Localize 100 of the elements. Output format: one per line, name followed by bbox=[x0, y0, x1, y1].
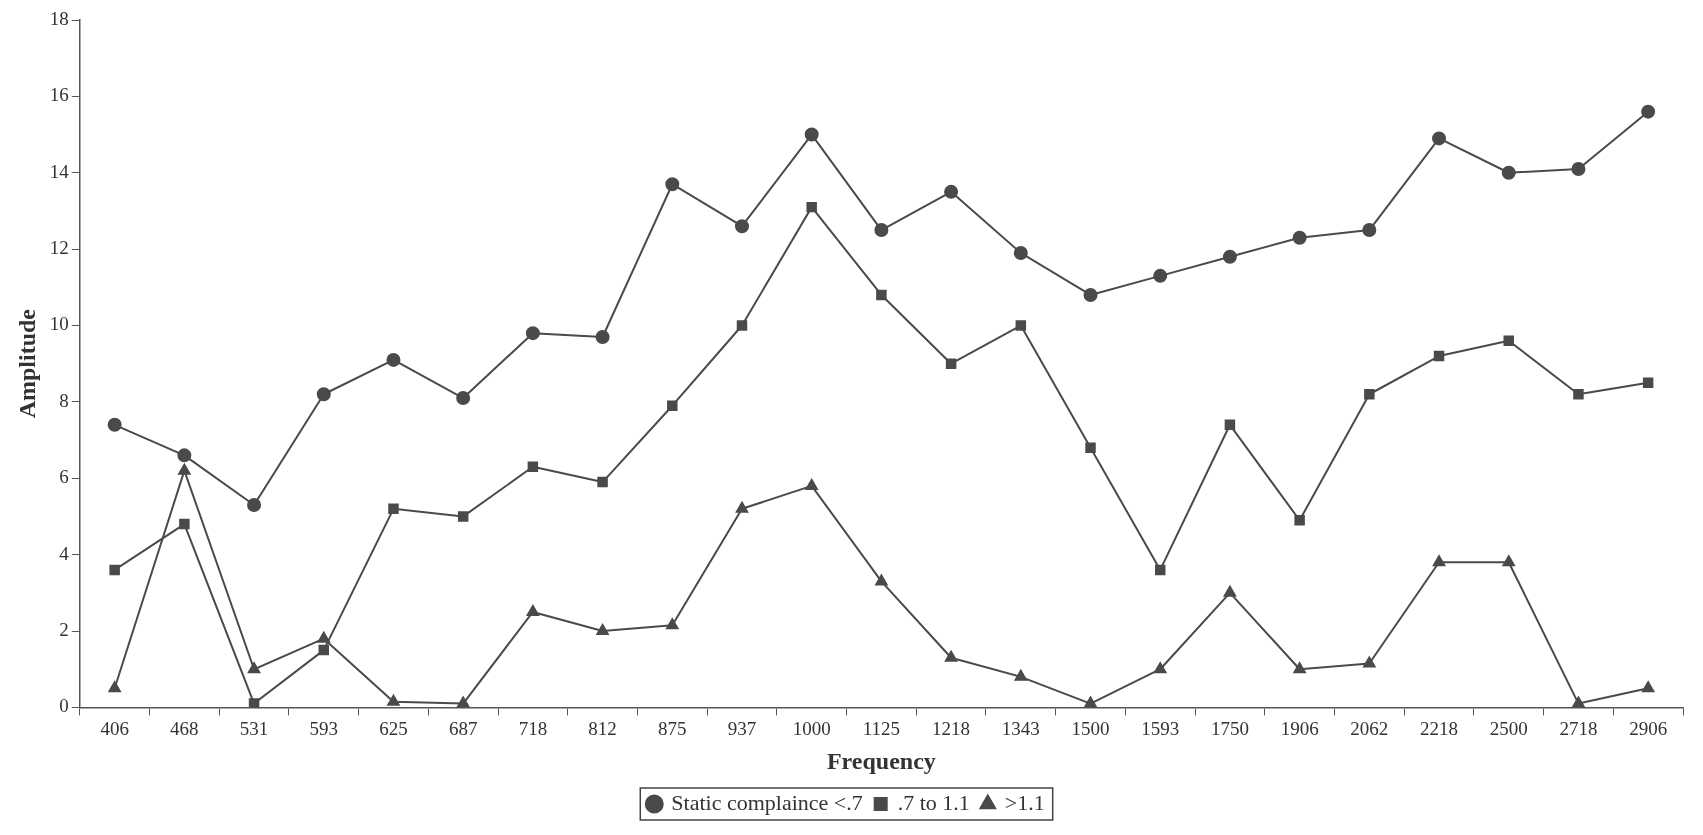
x-tick-label: 1343 bbox=[1001, 717, 1040, 739]
x-tick-label: 593 bbox=[309, 717, 339, 739]
point bbox=[1433, 350, 1445, 362]
x-tick-label: 2062 bbox=[1350, 717, 1389, 739]
point bbox=[665, 177, 680, 192]
point bbox=[1153, 268, 1168, 283]
point bbox=[875, 574, 888, 586]
point bbox=[1432, 131, 1447, 146]
point bbox=[1154, 564, 1166, 576]
point bbox=[1362, 223, 1377, 238]
point bbox=[667, 400, 678, 411]
point bbox=[735, 501, 749, 513]
point bbox=[1641, 681, 1655, 693]
point bbox=[107, 417, 122, 432]
y-tick-label: 2 bbox=[59, 619, 69, 641]
point bbox=[876, 289, 887, 301]
point bbox=[1363, 656, 1376, 668]
point bbox=[1502, 555, 1515, 567]
x-tick-label: 1593 bbox=[1141, 717, 1180, 739]
point bbox=[1641, 104, 1656, 119]
x-tick-label: 937 bbox=[727, 717, 757, 739]
point bbox=[1501, 165, 1516, 180]
point bbox=[1292, 230, 1307, 245]
point bbox=[1224, 419, 1236, 431]
point bbox=[527, 461, 539, 473]
x-tick-label: 1125 bbox=[862, 717, 901, 739]
point bbox=[387, 694, 400, 706]
x-tick-label: 625 bbox=[379, 717, 408, 739]
point bbox=[386, 352, 401, 367]
point bbox=[108, 681, 121, 693]
x-tick-label: 2718 bbox=[1559, 717, 1598, 739]
point bbox=[1085, 442, 1096, 453]
point bbox=[1154, 662, 1167, 674]
y-tick-label: 0 bbox=[59, 695, 69, 717]
point bbox=[178, 463, 191, 475]
x-tick-label: 1218 bbox=[932, 717, 971, 739]
point bbox=[874, 223, 889, 238]
point bbox=[1642, 377, 1654, 389]
x-tick-label: 718 bbox=[518, 717, 548, 739]
y-tick-label: 8 bbox=[59, 389, 69, 411]
point bbox=[1572, 696, 1585, 708]
point bbox=[456, 696, 470, 708]
point bbox=[457, 511, 469, 522]
point bbox=[805, 478, 818, 490]
point bbox=[1013, 245, 1028, 260]
point bbox=[1294, 515, 1305, 526]
point bbox=[945, 358, 957, 369]
point bbox=[316, 387, 331, 402]
x-tick-label: 687 bbox=[448, 717, 478, 739]
point bbox=[1014, 669, 1028, 681]
point bbox=[595, 329, 610, 344]
point bbox=[109, 564, 120, 576]
x-tick-label: 1500 bbox=[1071, 717, 1110, 739]
legend-label: >1.1 bbox=[1004, 789, 1045, 815]
point bbox=[806, 201, 817, 213]
point bbox=[318, 644, 330, 656]
y-tick-label: 4 bbox=[59, 542, 70, 564]
point bbox=[1571, 161, 1586, 176]
x-tick-label: 1000 bbox=[792, 717, 831, 739]
y-tick-label: 6 bbox=[59, 466, 69, 488]
y-axis-title: Amplitude bbox=[13, 308, 40, 419]
x-tick-label: 406 bbox=[100, 717, 129, 739]
point bbox=[1573, 389, 1584, 400]
point bbox=[526, 604, 540, 616]
point bbox=[736, 320, 748, 331]
y-tick-label: 10 bbox=[49, 313, 69, 335]
point bbox=[666, 618, 679, 630]
point bbox=[1503, 335, 1514, 347]
point bbox=[179, 518, 190, 530]
point bbox=[804, 127, 819, 142]
y-tick-label: 12 bbox=[49, 237, 69, 259]
legend-label: .7 to 1.1 bbox=[897, 789, 970, 815]
point bbox=[597, 476, 608, 488]
y-tick-label: 18 bbox=[49, 7, 69, 29]
x-tick-label: 2500 bbox=[1489, 717, 1528, 739]
x-tick-label: 875 bbox=[658, 717, 687, 739]
point bbox=[596, 624, 609, 636]
x-tick-label: 2906 bbox=[1629, 717, 1668, 739]
point bbox=[1084, 696, 1097, 708]
point bbox=[317, 631, 330, 643]
point bbox=[525, 326, 540, 341]
point bbox=[944, 184, 959, 199]
point bbox=[247, 498, 262, 512]
x-tick-label: 1906 bbox=[1280, 717, 1319, 739]
point bbox=[1364, 389, 1375, 400]
point bbox=[734, 219, 749, 234]
point bbox=[177, 448, 192, 463]
x-tick-label: 531 bbox=[239, 717, 269, 739]
point bbox=[248, 698, 260, 708]
x-axis-title: Frequency bbox=[826, 747, 936, 774]
x-tick-label: 1750 bbox=[1210, 717, 1249, 739]
point bbox=[1432, 555, 1446, 567]
y-tick-label: 14 bbox=[49, 160, 70, 182]
point bbox=[1222, 249, 1237, 264]
point bbox=[944, 650, 958, 662]
legend-label: Static complaince <.7 bbox=[671, 789, 863, 815]
x-tick-label: 812 bbox=[588, 717, 617, 739]
point bbox=[247, 662, 261, 674]
x-tick-label: 2218 bbox=[1420, 717, 1459, 739]
point bbox=[1015, 320, 1027, 331]
